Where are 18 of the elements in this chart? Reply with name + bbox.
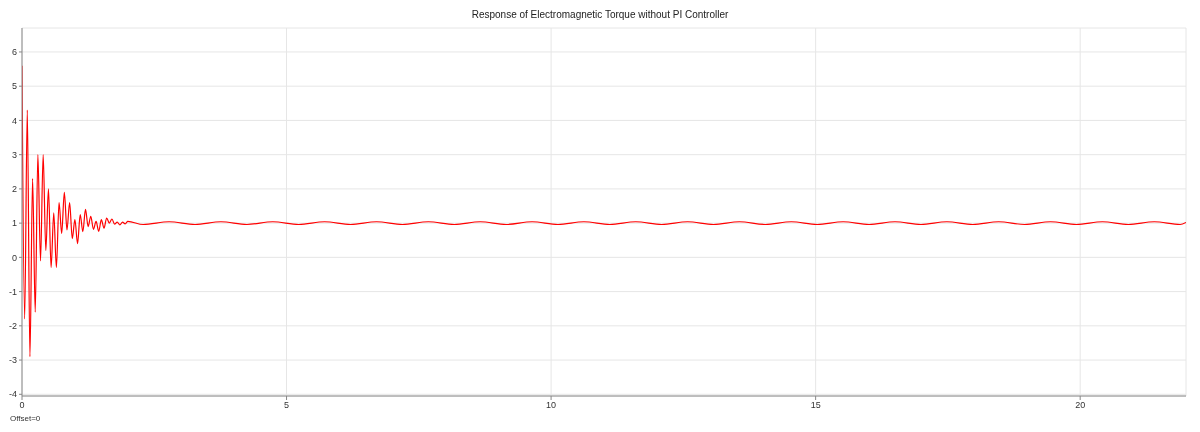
x-tick-label: 10 — [546, 400, 557, 411]
y-tick-label: -4 — [8, 389, 17, 400]
y-tick-label: -2 — [8, 321, 17, 332]
x-tick-label: 5 — [284, 400, 290, 411]
y-tick-label: 0 — [11, 252, 17, 263]
y-tick-label: -3 — [8, 355, 17, 366]
x-tick-label: 20 — [1075, 400, 1086, 411]
y-tick-label: 5 — [11, 81, 17, 92]
text: Offset=0 — [9, 414, 42, 423]
chart-title: Response of Electromagnetic Torque without PI Controller — [470, 8, 730, 22]
y-tick-label: 1 — [11, 218, 17, 229]
y-tick-label: 4 — [11, 115, 17, 126]
y-tick-label: 3 — [11, 149, 17, 160]
y-tick-label: 2 — [11, 184, 17, 195]
x-tick-label: 15 — [810, 400, 821, 411]
y-tick-label: 6 — [11, 47, 17, 58]
y-tick-label: -1 — [8, 286, 17, 297]
x-tick-label: 0 — [19, 400, 25, 411]
